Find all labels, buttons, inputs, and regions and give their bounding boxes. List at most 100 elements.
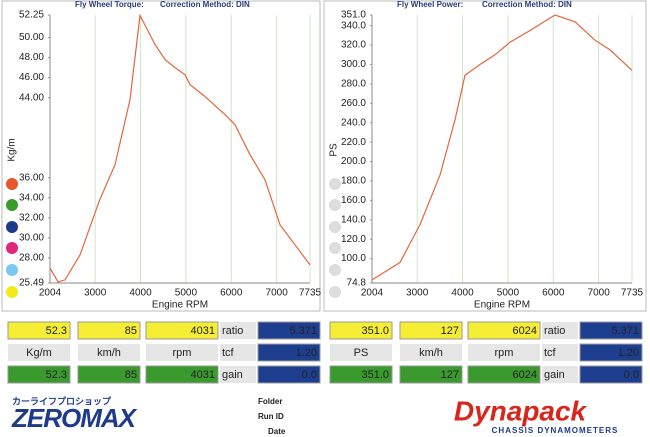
- gain-value: 4031: [191, 369, 215, 381]
- right-swatches: [329, 178, 341, 298]
- setting-value: 1.20: [618, 347, 639, 359]
- gain-cell: [467, 365, 541, 384]
- x-tick-label: 6000: [220, 288, 243, 299]
- footer: カーライフプロショップ ZEROMAX Folder Run ID Date D…: [11, 395, 617, 436]
- label-cell: [220, 366, 256, 383]
- label-cell: [220, 344, 256, 361]
- y-tick-label: 240.0: [341, 117, 366, 128]
- gain-cell: [329, 365, 393, 384]
- y-tick-label: 280.0: [341, 79, 366, 90]
- y-tick-label: 30.00: [19, 232, 44, 243]
- setting-label: gain: [544, 369, 565, 381]
- y-tick-label: 44.00: [19, 92, 44, 103]
- y-tick-label: 260.0: [341, 98, 366, 109]
- unit-cell: [78, 344, 140, 361]
- y-tick-label: 50.00: [19, 32, 44, 43]
- swatch: [6, 178, 18, 190]
- gain-cell: [7, 365, 71, 384]
- swatch: [329, 242, 341, 254]
- y-tick-label: 200.0: [341, 156, 366, 167]
- swatch: [6, 221, 18, 233]
- label-cell: [542, 344, 578, 361]
- peak-cell: [399, 321, 463, 340]
- swatch: [329, 178, 341, 190]
- y-tick-label: 220.0: [341, 137, 366, 148]
- setting-cell: [257, 365, 321, 384]
- x-tick-label: 3000: [84, 288, 107, 299]
- peak-cell: [77, 321, 141, 340]
- peak-value: 52.3: [46, 325, 67, 337]
- setting-cell: [257, 321, 321, 340]
- x-tick-label: 5000: [497, 288, 520, 299]
- unit-label: rpm: [173, 347, 192, 359]
- gain-value: 6024: [513, 369, 537, 381]
- footer-field: Date: [268, 427, 286, 436]
- swatch: [329, 199, 341, 211]
- setting-cell: [579, 321, 643, 340]
- label-cell: [220, 322, 256, 339]
- peak-cell: [467, 321, 541, 340]
- y-tick-label: 120.0: [341, 234, 366, 245]
- label-cell: [542, 366, 578, 383]
- y-tick-label: 100.0: [341, 253, 366, 264]
- unit-label: km/h: [97, 347, 121, 359]
- y-tick-label: 48.00: [19, 52, 44, 63]
- chart-subtitle: Correction Method: DIN: [482, 0, 572, 9]
- shop-name: カーライフプロショップ: [12, 395, 112, 406]
- y-tick-label: 351.0: [341, 10, 366, 21]
- setting-value: 1.20: [296, 347, 317, 359]
- peak-value: 85: [125, 325, 137, 337]
- unit-cell: [8, 344, 70, 361]
- x-tick-label: 7000: [266, 288, 289, 299]
- data-line: [371, 14, 633, 281]
- peak-value: 127: [441, 325, 459, 337]
- setting-value: 5.371: [611, 325, 639, 337]
- y-tick-label: 36.00: [19, 172, 44, 183]
- y-tick-label: 74.8: [347, 278, 367, 289]
- left-swatches: [6, 178, 18, 298]
- data-line: [49, 13, 311, 283]
- footer-field: Run ID: [258, 412, 284, 421]
- y-tick-label: 25.49: [19, 278, 44, 289]
- swatch: [6, 199, 18, 211]
- gain-cell: [77, 365, 141, 384]
- setting-cell: [579, 365, 643, 384]
- x-tick-label: 7000: [588, 288, 611, 299]
- x-tick-label: 4000: [451, 288, 474, 299]
- setting-cell: [257, 343, 321, 362]
- brand-logo: Dynapack: [454, 395, 588, 426]
- setting-label: tcf: [544, 347, 557, 359]
- setting-label: ratio: [544, 325, 565, 337]
- unit-cell: [146, 344, 218, 361]
- x-tick-label: 7735: [299, 288, 322, 299]
- unit-label: PS: [354, 347, 369, 359]
- x-tick-label: 6000: [542, 288, 565, 299]
- x-tick-label: 4000: [129, 288, 152, 299]
- chart-subtitle: Correction Method: DIN: [160, 0, 250, 9]
- swatch: [329, 264, 341, 276]
- y-tick-label: 320.0: [341, 40, 366, 51]
- y-tick-label: 160.0: [341, 195, 366, 206]
- unit-label: Kg/m: [26, 347, 52, 359]
- x-axis-label: Engine RPM: [152, 300, 208, 311]
- x-tick-label: 3000: [406, 288, 429, 299]
- peak-value: 6024: [513, 325, 537, 337]
- y-tick-label: 140.0: [341, 214, 366, 225]
- y-tick-label: 340.0: [341, 20, 366, 31]
- setting-label: gain: [222, 369, 243, 381]
- right-panel: [323, 0, 647, 312]
- x-tick-label: 2004: [39, 288, 62, 299]
- x-tick-label: 7735: [621, 288, 644, 299]
- label-cell: [542, 322, 578, 339]
- y-axis-label: PS: [329, 143, 340, 157]
- setting-value: 0.0: [624, 369, 639, 381]
- unit-cell: [330, 344, 392, 361]
- x-tick-label: 5000: [175, 288, 198, 299]
- gain-value: 85: [125, 369, 137, 381]
- gain-value: 127: [441, 369, 459, 381]
- y-tick-label: 46.00: [19, 72, 44, 83]
- unit-cell: [400, 344, 462, 361]
- x-axis-label: Engine RPM: [474, 300, 530, 311]
- peak-value: 351.0: [361, 325, 389, 337]
- setting-label: ratio: [222, 325, 243, 337]
